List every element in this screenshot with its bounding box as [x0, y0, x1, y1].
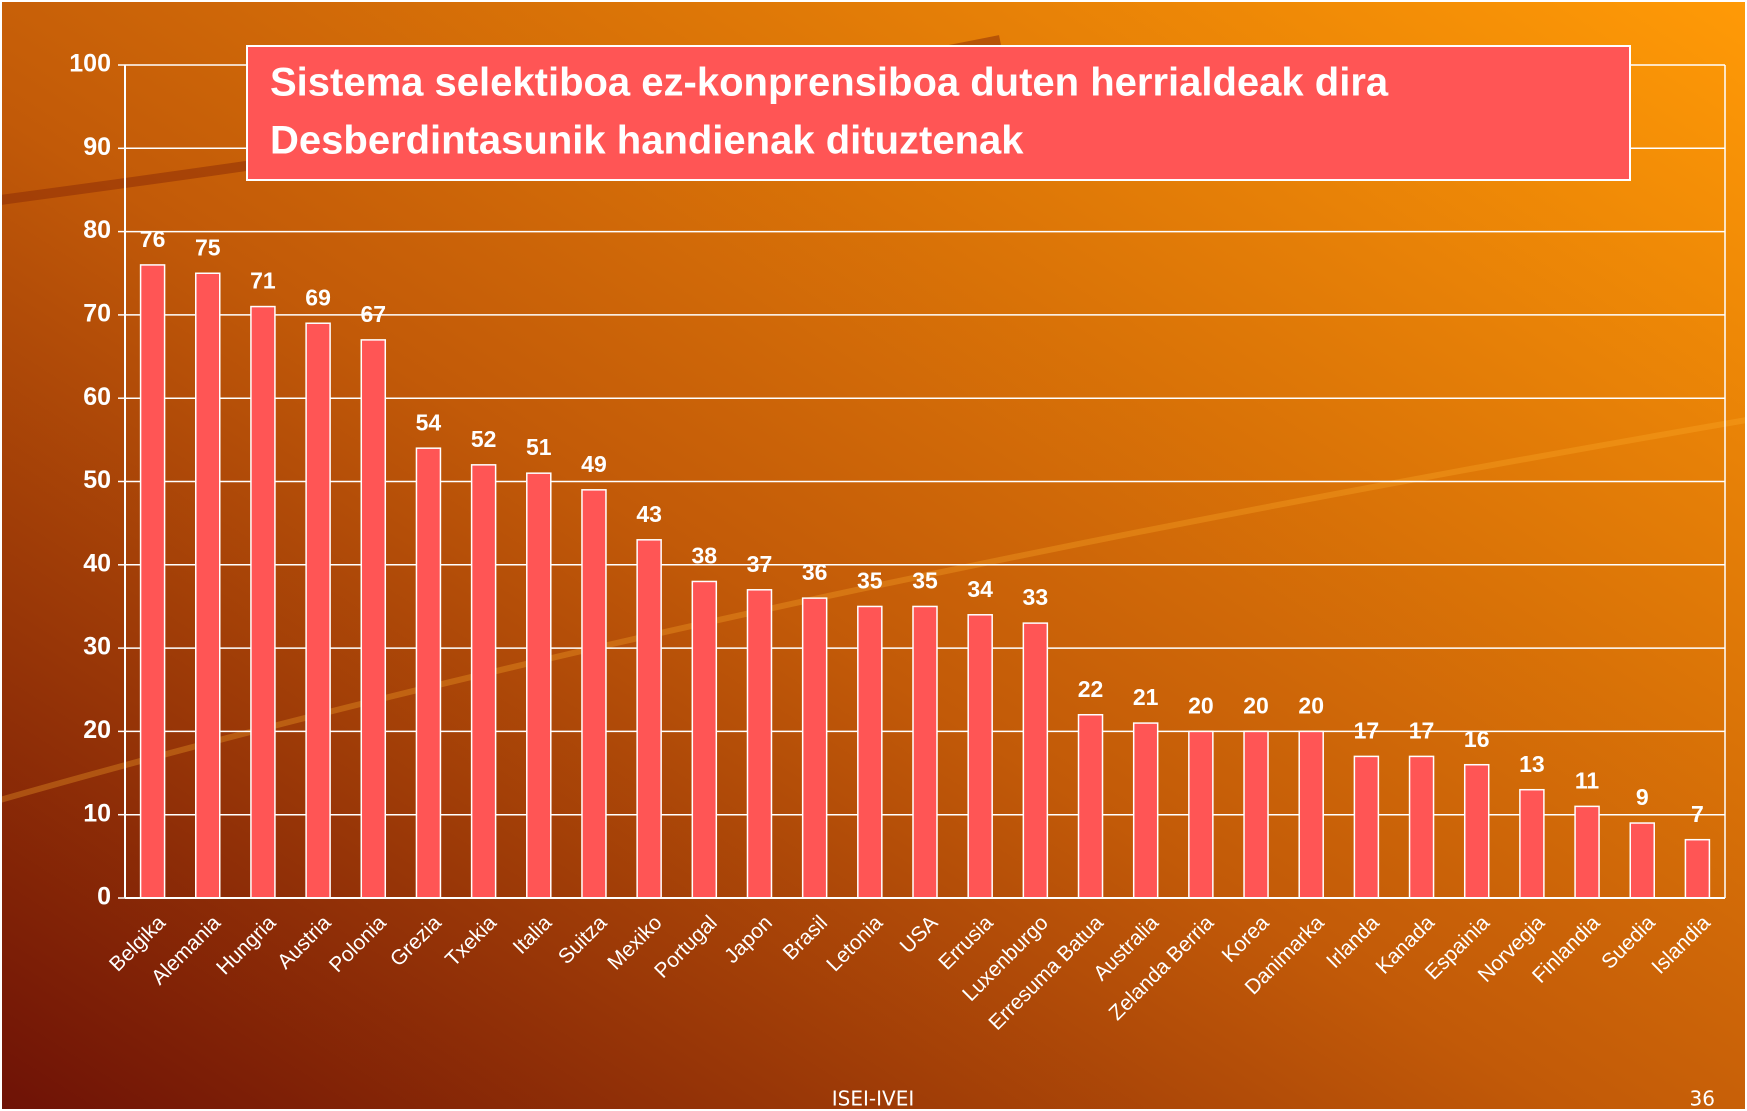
- value-label: 13: [1519, 751, 1545, 777]
- bar: [803, 598, 827, 898]
- bar: [692, 581, 716, 898]
- chart-title: Desberdintasunik handienak dituztenak: [270, 119, 1024, 163]
- bar: [1134, 723, 1158, 898]
- page-number: 36: [1690, 1087, 1715, 1111]
- value-label: 52: [471, 426, 497, 452]
- value-label: 20: [1298, 692, 1324, 718]
- chart-title: Sistema selektiboa ez-konprensiboa duten…: [270, 61, 1389, 105]
- bar: [582, 490, 606, 898]
- bar: [637, 540, 661, 898]
- value-label: 20: [1243, 692, 1269, 718]
- bar: [1189, 731, 1213, 898]
- value-label: 51: [526, 434, 552, 460]
- y-tick-label: 10: [83, 799, 111, 827]
- value-label: 7: [1691, 801, 1704, 827]
- value-label: 75: [195, 234, 221, 260]
- y-tick-label: 0: [97, 883, 111, 911]
- bar: [1299, 731, 1323, 898]
- bar: [361, 340, 385, 898]
- value-label: 35: [912, 568, 938, 594]
- value-label: 37: [747, 551, 773, 577]
- value-label: 33: [1023, 584, 1049, 610]
- value-label: 67: [360, 301, 386, 327]
- chart: 010203040506070809010076Belgika75Alemani…: [0, 0, 1747, 1111]
- y-tick-label: 90: [83, 133, 111, 161]
- value-label: 22: [1078, 676, 1104, 702]
- y-tick-label: 20: [83, 716, 111, 744]
- bar: [968, 615, 992, 898]
- bar: [527, 473, 551, 898]
- value-label: 9: [1636, 784, 1649, 810]
- bar: [747, 590, 771, 898]
- bar: [913, 606, 937, 898]
- value-label: 35: [857, 568, 883, 594]
- value-label: 38: [692, 543, 718, 569]
- bar: [1465, 765, 1489, 898]
- y-tick-label: 30: [83, 633, 111, 661]
- bar: [416, 448, 440, 898]
- value-label: 76: [140, 226, 166, 252]
- bar: [1685, 840, 1709, 898]
- y-tick-label: 70: [83, 300, 111, 328]
- value-label: 20: [1188, 692, 1214, 718]
- value-label: 71: [250, 268, 276, 294]
- y-tick-label: 100: [69, 50, 111, 78]
- value-label: 17: [1354, 717, 1380, 743]
- value-label: 17: [1409, 717, 1435, 743]
- bar: [858, 606, 882, 898]
- value-label: 69: [305, 284, 331, 310]
- value-label: 54: [416, 409, 442, 435]
- bar: [306, 323, 330, 898]
- bar: [1244, 731, 1268, 898]
- value-label: 43: [636, 501, 662, 527]
- bar: [1023, 623, 1047, 898]
- y-tick-label: 50: [83, 466, 111, 494]
- bar: [196, 273, 220, 898]
- bar: [1575, 806, 1599, 898]
- bar: [1410, 756, 1434, 898]
- value-label: 49: [581, 451, 607, 477]
- bar: [472, 465, 496, 898]
- bar: [141, 265, 165, 898]
- y-tick-label: 40: [83, 549, 111, 577]
- bar: [1079, 715, 1103, 898]
- value-label: 21: [1133, 684, 1159, 710]
- value-label: 34: [967, 576, 993, 602]
- value-label: 16: [1464, 726, 1490, 752]
- bar: [1520, 790, 1544, 898]
- bar: [251, 307, 275, 898]
- footer-source: ISEI-IVEI: [832, 1087, 914, 1111]
- y-tick-label: 60: [83, 383, 111, 411]
- y-tick-label: 80: [83, 216, 111, 244]
- value-label: 36: [802, 559, 828, 585]
- page: 010203040506070809010076Belgika75Alemani…: [0, 0, 1747, 1111]
- value-label: 11: [1575, 767, 1600, 793]
- bar: [1354, 756, 1378, 898]
- bar: [1630, 823, 1654, 898]
